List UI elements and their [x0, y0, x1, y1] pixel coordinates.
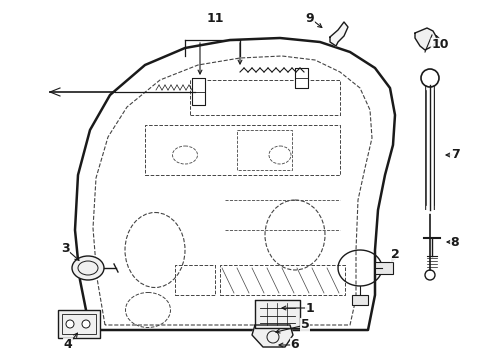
- Bar: [62, 314, 96, 334]
- Polygon shape: [254, 300, 299, 328]
- Bar: [237, 130, 291, 170]
- Circle shape: [82, 320, 90, 328]
- Text: 9: 9: [305, 12, 314, 24]
- Text: 2: 2: [390, 248, 399, 261]
- Polygon shape: [414, 28, 436, 50]
- Polygon shape: [75, 38, 394, 330]
- Text: 8: 8: [450, 235, 458, 248]
- Circle shape: [66, 320, 74, 328]
- Bar: [374, 262, 392, 274]
- Polygon shape: [329, 22, 347, 46]
- Polygon shape: [192, 78, 204, 105]
- Text: 3: 3: [61, 242, 69, 255]
- Text: 5: 5: [300, 319, 309, 332]
- Ellipse shape: [72, 256, 104, 280]
- Polygon shape: [294, 68, 307, 88]
- Text: 4: 4: [63, 338, 72, 351]
- Polygon shape: [251, 325, 292, 347]
- Bar: [58, 310, 100, 338]
- Text: 1: 1: [305, 302, 314, 315]
- Text: 10: 10: [430, 39, 448, 51]
- Text: 7: 7: [450, 148, 458, 162]
- Bar: [351, 295, 367, 305]
- Text: 11: 11: [206, 12, 224, 24]
- Text: 6: 6: [290, 338, 299, 351]
